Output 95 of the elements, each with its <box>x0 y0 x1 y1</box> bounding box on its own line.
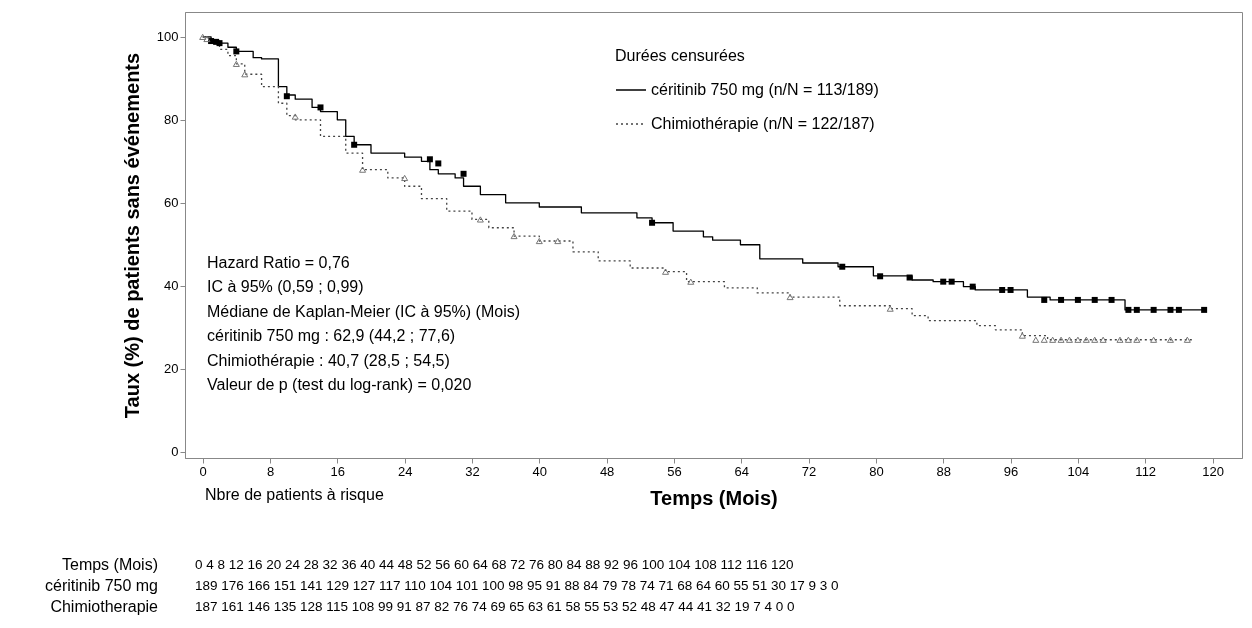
point <box>233 48 240 55</box>
point <box>1167 306 1174 313</box>
text: céritinib 750 mg 189 176 166 151 141 129 127 117 110 104 101 100 98 95 91 88 84 79 78 74 71 68 64 60 55 51 30 17 9 3 0 <box>45 577 839 594</box>
point <box>999 286 1006 293</box>
point <box>1133 306 1140 313</box>
point <box>1201 306 1208 313</box>
point <box>1074 296 1081 303</box>
point <box>649 219 656 226</box>
point <box>1175 306 1182 313</box>
point <box>1166 336 1174 343</box>
point <box>1049 336 1057 343</box>
text: Chimiotherapie 187 161 146 135 128 115 108 99 91 87 82 76 74 69 65 63 61 58 55 53 52 48 47 44 41 32 19 7 4 0 0 <box>50 598 795 615</box>
x-tick-label: 48 <box>599 463 615 479</box>
point <box>1018 332 1026 339</box>
point <box>317 104 324 111</box>
y-tick-label: 80 <box>164 112 179 128</box>
text: Temps (Mois) 0 4 8 12 16 20 24 28 32 36 40 44 48 52 56 60 64 68 72 76 80 84 88 92 96 100 104 108 112 116 120 <box>61 556 794 573</box>
point <box>886 305 894 312</box>
point <box>969 283 976 290</box>
point <box>839 263 846 270</box>
annotation: Médiane de Kaplan-Meier (IC à 95%) (Mois) <box>207 302 521 320</box>
point <box>241 71 249 78</box>
y-tick-label: 20 <box>164 361 179 377</box>
point <box>1058 296 1065 303</box>
x-axis-title: Temps (Mois) <box>650 486 778 509</box>
point <box>1099 336 1107 343</box>
point <box>1150 306 1157 313</box>
point <box>1041 296 1048 303</box>
point <box>510 232 518 240</box>
point <box>1125 306 1132 313</box>
x-tick-label: 112 <box>1135 463 1157 479</box>
point <box>460 170 467 177</box>
point <box>906 274 913 281</box>
point <box>1108 296 1115 303</box>
point <box>1091 296 1098 303</box>
x-tick-label: 120 <box>1202 463 1224 479</box>
point <box>291 113 299 120</box>
point <box>1150 336 1158 343</box>
point <box>359 166 367 173</box>
x-tick-label: 56 <box>667 463 682 479</box>
point <box>283 93 290 100</box>
x-tick-label: 8 <box>266 463 275 479</box>
point <box>435 160 442 167</box>
annotation: IC à 95% (0,59 ; 0,99) <box>207 278 364 296</box>
x-tick-label: 16 <box>330 463 346 479</box>
x-tick-label: 72 <box>801 463 817 479</box>
point <box>1183 336 1191 343</box>
point <box>1082 336 1090 343</box>
point <box>940 278 947 285</box>
point <box>786 293 794 301</box>
point <box>1133 336 1141 343</box>
x-tick-label: 32 <box>465 463 480 479</box>
annotation: Valeur de p (test du log-rank) = 0,020 <box>207 376 472 393</box>
y-tick-label: 100 <box>156 29 179 45</box>
annotation: Chimiothérapie : 40,7 (28,5 ; 54,5) <box>207 351 450 369</box>
y-tick-label: 60 <box>164 195 179 211</box>
point <box>1116 336 1124 343</box>
point <box>1032 336 1040 343</box>
point <box>1057 336 1065 343</box>
point <box>1091 336 1099 343</box>
point <box>535 237 543 245</box>
legend-title: Durées censurées <box>615 47 745 64</box>
x-tick-label: 104 <box>1067 463 1090 479</box>
annotation: Hazard Ratio = 0,76 <box>207 254 350 271</box>
y-tick-label: 0 <box>171 444 179 460</box>
y-tick-label: 40 <box>164 278 179 294</box>
x-tick-label: 88 <box>936 463 951 479</box>
annotation: céritinib 750 mg : 62,9 (44,2 ; 77,6) <box>207 327 456 345</box>
point <box>351 141 358 148</box>
x-tick-label: 0 <box>199 463 207 479</box>
point <box>426 156 433 163</box>
point <box>401 174 409 182</box>
text: Nbre de patients à risque <box>205 486 384 503</box>
legend-label: céritinib 750 mg (n/N = 113/189) <box>651 81 879 98</box>
point <box>199 33 207 40</box>
point <box>1074 336 1082 343</box>
legend-label: Chimiothérapie (n/N = 122/187) <box>651 115 875 132</box>
point <box>1065 336 1073 343</box>
point <box>662 268 670 275</box>
x-tick-label: 24 <box>397 463 413 479</box>
point <box>1040 336 1048 343</box>
point <box>203 35 211 43</box>
point <box>554 237 562 245</box>
x-tick-label: 40 <box>532 463 548 479</box>
point <box>232 60 240 67</box>
x-tick-label: 96 <box>1003 463 1019 479</box>
point <box>687 278 695 285</box>
point <box>1124 336 1132 343</box>
y-axis-title: Taux (%) de patients sans événements <box>120 52 143 419</box>
point <box>476 216 484 223</box>
point <box>948 278 955 285</box>
x-tick-label: 80 <box>869 463 884 479</box>
point <box>877 273 884 280</box>
x-tick-label: 64 <box>734 463 750 479</box>
point <box>1007 286 1014 293</box>
